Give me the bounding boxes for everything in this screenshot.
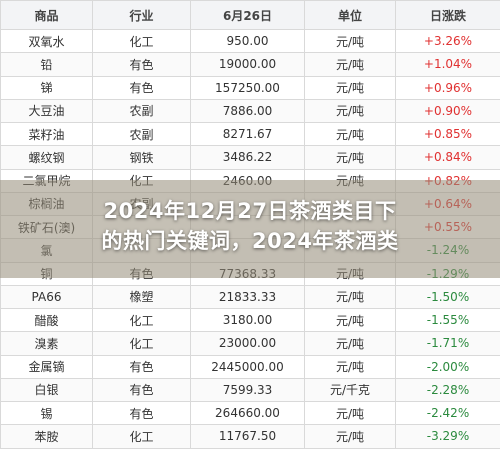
cell-industry: 有色 (92, 75, 191, 100)
cell-industry: 农副 (92, 121, 191, 147)
header-price-date: 6月26日 (190, 0, 305, 30)
cell-unit: 元/吨 (304, 52, 396, 77)
cell-price: 2445000.00 (190, 354, 305, 379)
cell-price: 264660.00 (190, 400, 305, 426)
cell-daily-change: -3.29% (395, 424, 500, 449)
cell-price: 19000.00 (190, 52, 305, 77)
cell-commodity: PA66 (0, 284, 93, 310)
cell-price: 23000.00 (190, 331, 305, 356)
cell-daily-change: -2.28% (395, 377, 500, 403)
table-row: 铅有色 19000.00 元/吨 +1.04% (0, 52, 500, 77)
cell-daily-change: -2.00% (395, 354, 500, 379)
table-row: 溴素 化工 23000.00 元/吨 -1.71% (0, 331, 500, 356)
cell-unit: 元/吨 (304, 145, 396, 170)
cell-price: 950.00 (190, 28, 305, 54)
table-row: 双氧水 化工 950.00 元/吨 +3.26% (0, 28, 500, 54)
table-row: 锡有色 264660.00 元/吨 -2.42% (0, 400, 500, 426)
cell-industry: 化工 (92, 331, 191, 356)
cell-industry: 有色 (92, 354, 191, 379)
cell-industry: 有色 (92, 400, 191, 426)
cell-industry: 钢铁 (92, 145, 191, 170)
cell-commodity: 醋酸 (0, 307, 93, 333)
header-unit: 单位 (304, 0, 396, 30)
cell-industry: 化工 (92, 424, 191, 449)
overlay-title-line-1: 2024年12月27日茶酒类目下 (103, 199, 397, 223)
cell-industry: 橡塑 (92, 284, 191, 310)
cell-commodity: 锡 (0, 400, 93, 426)
cell-commodity: 溴素 (0, 331, 93, 356)
cell-unit: 元/千克 (304, 377, 396, 403)
cell-industry: 化工 (92, 307, 191, 333)
table-row: 金属镝 有色 2445000.00 元/吨 -2.00% (0, 354, 500, 379)
cell-daily-change: +0.90% (395, 98, 500, 124)
cell-industry: 有色 (92, 52, 191, 77)
cell-industry: 有色 (92, 377, 191, 403)
cell-commodity: 大豆油 (0, 98, 93, 124)
cell-commodity: 双氧水 (0, 28, 93, 54)
cell-daily-change: -1.55% (395, 307, 500, 333)
table-row: 菜籽油 农副 8271.67 元/吨 +0.85% (0, 121, 500, 147)
title-overlay-band (0, 180, 500, 278)
cell-commodity: 螺纹钢 (0, 145, 93, 170)
table-row: 白银 有色 7599.33 元/千克 -2.28% (0, 377, 500, 403)
cell-price: 11767.50 (190, 424, 305, 449)
cell-unit: 元/吨 (304, 331, 396, 356)
cell-price: 3180.00 (190, 307, 305, 333)
overlay-title-line-2: 的热门关键词，2024年茶酒类 (101, 229, 399, 253)
cell-commodity: 金属镝 (0, 354, 93, 379)
cell-daily-change: +0.84% (395, 145, 500, 170)
cell-unit: 元/吨 (304, 424, 396, 449)
cell-price: 3486.22 (190, 145, 305, 170)
overlay-title: 2024年12月27日茶酒类目下 的热门关键词，2024年茶酒类 (0, 196, 500, 256)
cell-unit: 元/吨 (304, 307, 396, 333)
cell-price: 157250.00 (190, 75, 305, 100)
cell-price: 8271.67 (190, 121, 305, 147)
table-row: 锑有色 157250.00 元/吨 +0.96% (0, 75, 500, 100)
cell-unit: 元/吨 (304, 121, 396, 147)
cell-daily-change: +0.96% (395, 75, 500, 100)
cell-daily-change: -1.50% (395, 284, 500, 310)
table-header-row: 商品 行业 6月26日 单位 日涨跌 (0, 0, 500, 30)
cell-commodity: 苯胺 (0, 424, 93, 449)
cell-unit: 元/吨 (304, 98, 396, 124)
cell-industry: 化工 (92, 28, 191, 54)
cell-unit: 元/吨 (304, 400, 396, 426)
cell-daily-change: +1.04% (395, 52, 500, 77)
cell-industry: 农副 (92, 98, 191, 124)
cell-unit: 元/吨 (304, 28, 396, 54)
cell-commodity: 铅 (0, 52, 93, 77)
cell-unit: 元/吨 (304, 75, 396, 100)
header-commodity: 商品 (0, 0, 93, 30)
cell-price: 21833.33 (190, 284, 305, 310)
header-daily-change: 日涨跌 (395, 0, 500, 30)
cell-commodity: 白银 (0, 377, 93, 403)
cell-daily-change: +0.85% (395, 121, 500, 147)
cell-price: 7599.33 (190, 377, 305, 403)
cell-price: 7886.00 (190, 98, 305, 124)
table-row: 螺纹钢 钢铁 3486.22 元/吨 +0.84% (0, 145, 500, 170)
cell-daily-change: +3.26% (395, 28, 500, 54)
table-row: 大豆油 农副 7886.00 元/吨 +0.90% (0, 98, 500, 124)
cell-unit: 元/吨 (304, 284, 396, 310)
table-row: 苯胺 化工 11767.50 元/吨 -3.29% (0, 424, 500, 449)
table-row: PA66 橡塑 21833.33 元/吨 -1.50% (0, 284, 500, 310)
cell-unit: 元/吨 (304, 354, 396, 379)
cell-daily-change: -1.71% (395, 331, 500, 356)
header-industry: 行业 (92, 0, 191, 30)
table-row: 醋酸 化工 3180.00 元/吨 -1.55% (0, 307, 500, 333)
cell-commodity: 菜籽油 (0, 121, 93, 147)
cell-daily-change: -2.42% (395, 400, 500, 426)
cell-commodity: 锑 (0, 75, 93, 100)
